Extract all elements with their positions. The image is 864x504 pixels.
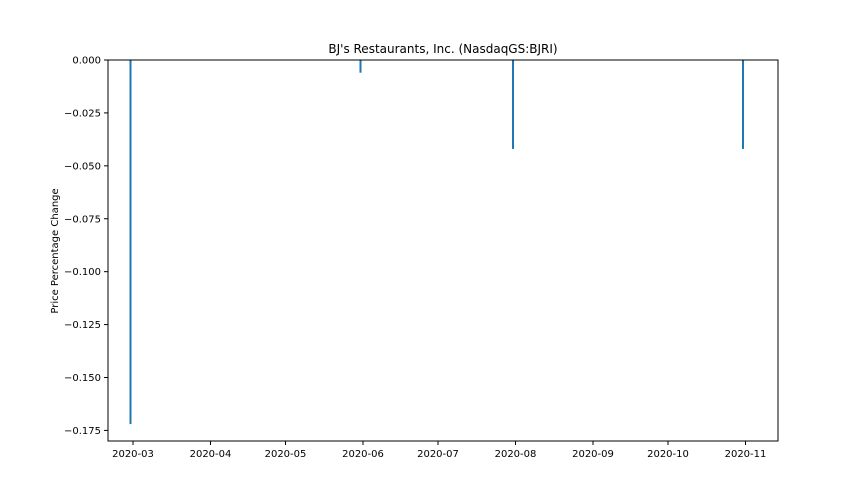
x-tick-label: 2020-09 [572,449,614,460]
x-tick-label: 2020-08 [495,449,537,460]
x-ticks-layer: 2020-03 2020-04 2020-05 2020-06 2020-07 2020-… [112,441,766,460]
y-tick-label: 0.000 [72,56,101,67]
plot-frame [107,59,779,442]
bar [512,60,514,149]
bar [359,60,362,73]
bars-layer [129,60,744,425]
y-tick-label: −0.050 [64,161,101,172]
x-tick-label: 2020-10 [647,449,689,460]
y-tick-label: −0.150 [64,373,101,384]
x-tick-label: 2020-05 [265,449,307,460]
y-tick-label: −0.175 [64,426,101,437]
y-tick-label: −0.125 [64,320,101,331]
y-ticks-layer: 0.000 −0.025 −0.050 −0.075 −0.100 −0.125 −0.15… [64,56,108,437]
x-tick-label: 2020-04 [190,449,232,460]
bar [742,60,744,149]
chart-title: BJ's Restaurants, Inc. (NasdaqGS:BJRI) [328,42,557,56]
y-tick-label: −0.075 [64,214,101,225]
x-tick-label: 2020-11 [725,449,767,460]
x-tick-label: 2020-03 [112,449,154,460]
y-tick-label: −0.025 [64,108,101,119]
x-tick-label: 2020-06 [342,449,384,460]
bar [129,60,132,425]
x-tick-label: 2020-07 [417,449,459,460]
y-axis-title: Price Percentage Change [50,188,61,313]
y-tick-label: −0.100 [64,267,101,278]
